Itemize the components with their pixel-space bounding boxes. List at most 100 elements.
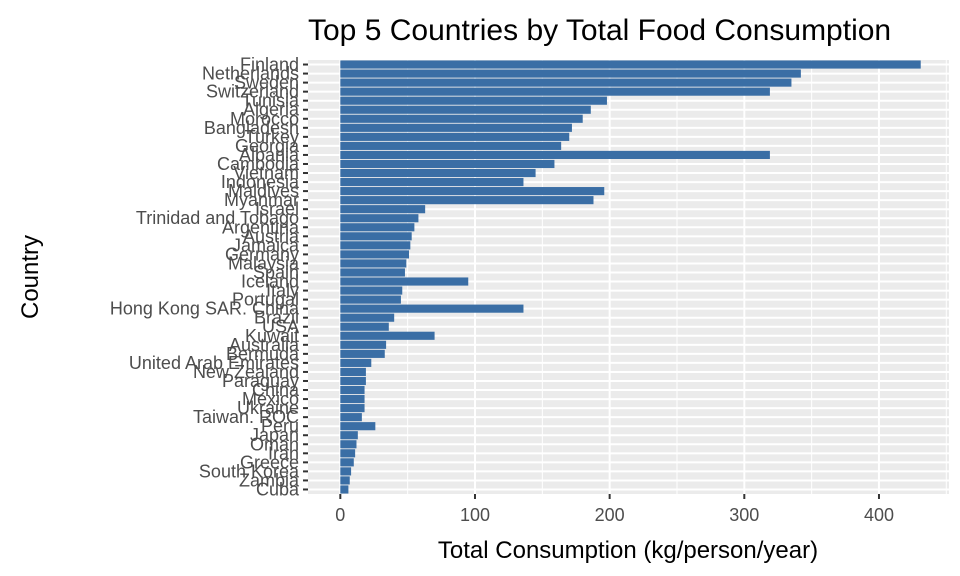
y-tick-label: Netherlands <box>202 64 299 84</box>
bar <box>340 168 536 178</box>
y-tick-label: Ukraine <box>237 398 299 418</box>
bar <box>340 69 801 78</box>
x-tick-label: 400 <box>864 505 894 525</box>
y-tick-label: Turkey <box>245 127 299 147</box>
y-tick-label: Georgia <box>235 136 300 156</box>
y-tick-label: Bangladesh <box>204 118 299 138</box>
bar <box>340 467 352 476</box>
bar <box>340 476 350 485</box>
bar <box>340 340 387 349</box>
y-tick-label: Maldives <box>228 181 299 201</box>
bar <box>340 196 594 205</box>
x-axis-title: Total Consumption (kg/person/year) <box>438 537 818 564</box>
y-tick-label: Jamaica <box>232 235 300 255</box>
bar <box>340 449 356 458</box>
bar <box>340 349 385 358</box>
y-tick-label: Albania <box>239 145 300 165</box>
bar <box>340 105 591 114</box>
y-tick-label: Sweden <box>234 73 299 93</box>
y-tick-label: Germany <box>225 244 299 264</box>
bar <box>340 277 469 286</box>
bar <box>340 413 362 422</box>
bar <box>340 159 555 169</box>
y-tick-label: Israel <box>255 199 299 219</box>
bar <box>340 187 605 196</box>
y-tick-label: Spain <box>253 262 299 282</box>
x-tick-label: 100 <box>460 505 490 525</box>
bar <box>340 367 366 377</box>
bar <box>340 295 401 304</box>
bar <box>340 232 412 241</box>
y-tick-label: Trinidad and Tobago <box>136 208 299 228</box>
bar <box>340 268 405 277</box>
y-tick-label: Australia <box>229 335 300 355</box>
bar <box>340 259 407 268</box>
bar <box>340 205 426 214</box>
bar <box>340 132 570 141</box>
y-tick-label: Algeria <box>243 100 300 120</box>
x-tick-label: 0 <box>335 505 345 525</box>
bar <box>340 394 365 404</box>
y-tick-label: Tunisia <box>242 91 300 111</box>
bar <box>340 458 354 467</box>
bar <box>340 286 403 295</box>
y-tick-label: Vietnam <box>233 163 299 183</box>
bar <box>340 214 419 223</box>
x-axis-ticks: 0 100 200 300 400 <box>335 494 894 525</box>
y-tick-label: Kuwait <box>245 326 299 346</box>
bar <box>340 141 562 150</box>
y-tick-label: Morocco <box>230 109 299 129</box>
bar <box>340 177 524 187</box>
x-tick-label: 300 <box>729 505 759 525</box>
y-tick-label: Japan <box>250 425 299 445</box>
bar <box>340 87 770 96</box>
bar <box>340 404 365 413</box>
plot-panel <box>308 60 949 494</box>
x-tick-label: 200 <box>595 505 625 525</box>
bar <box>340 440 357 449</box>
bar <box>340 150 770 160</box>
bar <box>340 250 409 259</box>
y-tick-label: China <box>252 380 300 400</box>
chart-title: Top 5 Countries by Total Food Consumptio… <box>308 14 891 47</box>
y-tick-label: Paraguay <box>222 371 299 391</box>
bar <box>340 123 572 132</box>
y-tick-label: Iceland <box>241 272 299 292</box>
y-tick-label: South Korea <box>199 461 300 481</box>
y-tick-label: Mexico <box>242 389 299 409</box>
bar <box>340 304 524 313</box>
y-tick-label: United Arab Emirates <box>129 353 299 373</box>
y-axis-ticks: FinlandNetherlandsSwedenSwitzerlandTunis… <box>110 55 308 499</box>
y-axis-title: Country <box>17 235 44 319</box>
bar <box>340 78 792 87</box>
bar <box>340 431 358 440</box>
bar <box>340 223 415 232</box>
y-tick-label: Switzerland <box>206 82 299 102</box>
y-tick-label: Peru <box>261 416 299 436</box>
bar <box>340 96 607 105</box>
bar <box>340 358 372 367</box>
y-tick-label: Bermuda <box>226 344 300 364</box>
y-tick-label: Austria <box>243 226 300 246</box>
bar <box>340 422 376 431</box>
y-tick-label: Argentina <box>222 217 300 237</box>
y-tick-label: Myanmar <box>224 190 299 210</box>
bar <box>340 376 366 386</box>
bar <box>340 385 365 395</box>
y-tick-label: Brazil <box>254 308 299 328</box>
bar <box>340 485 349 494</box>
y-tick-label: Greece <box>240 452 299 472</box>
y-tick-label: Hong Kong SAR. China <box>110 299 300 319</box>
y-tick-label: Zambia <box>239 470 300 490</box>
bar <box>340 313 395 322</box>
y-tick-label: Cambodia <box>217 154 300 174</box>
bar <box>340 60 921 69</box>
bar <box>340 331 435 340</box>
bar <box>340 322 389 331</box>
y-tick-label: Oman <box>250 434 299 454</box>
y-tick-label: Portugal <box>232 290 299 310</box>
y-tick-label: Finland <box>240 55 299 75</box>
bars <box>340 60 921 494</box>
y-tick-label: Malaysia <box>228 253 300 273</box>
